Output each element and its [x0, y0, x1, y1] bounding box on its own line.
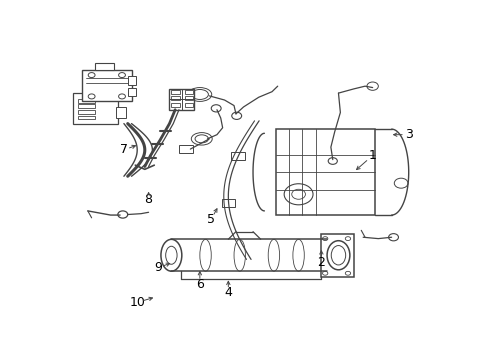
Circle shape [88, 94, 95, 99]
Text: 3: 3 [405, 128, 413, 141]
Ellipse shape [327, 241, 350, 270]
Bar [78, 110, 96, 114]
Circle shape [322, 237, 328, 240]
Text: 10: 10 [129, 296, 145, 309]
Text: 1: 1 [368, 149, 377, 162]
Bar [231, 152, 245, 159]
Bar [172, 103, 180, 107]
Bar [222, 199, 236, 207]
Text: 8: 8 [145, 193, 152, 206]
Circle shape [389, 234, 398, 241]
Bar [185, 96, 193, 100]
Bar [128, 87, 136, 96]
Bar [128, 76, 136, 85]
Bar [78, 104, 96, 108]
Bar [116, 107, 126, 118]
Ellipse shape [161, 239, 182, 271]
Text: 2: 2 [318, 256, 325, 269]
Circle shape [292, 189, 305, 199]
Bar [185, 90, 193, 94]
Bar [185, 103, 193, 107]
Circle shape [328, 158, 337, 164]
Bar [172, 90, 180, 94]
Circle shape [232, 112, 242, 120]
Bar [82, 69, 131, 102]
Bar [170, 89, 194, 110]
Bar [179, 145, 194, 153]
Text: 4: 4 [224, 286, 232, 299]
Circle shape [345, 271, 351, 275]
Text: 6: 6 [196, 278, 204, 291]
Circle shape [345, 237, 351, 240]
Text: 9: 9 [154, 261, 162, 274]
Circle shape [322, 271, 328, 275]
Text: 7: 7 [120, 143, 128, 157]
Circle shape [367, 82, 378, 90]
Circle shape [119, 94, 125, 99]
Circle shape [394, 178, 408, 188]
Bar [73, 93, 118, 123]
Circle shape [284, 184, 313, 205]
Circle shape [88, 73, 95, 77]
Ellipse shape [166, 246, 177, 264]
Bar [78, 116, 96, 120]
Text: 5: 5 [207, 213, 215, 226]
Bar [172, 96, 180, 100]
Bar [321, 234, 354, 278]
Circle shape [119, 73, 125, 77]
Circle shape [211, 105, 221, 112]
Bar [96, 63, 115, 69]
Circle shape [118, 211, 128, 218]
Bar [78, 99, 96, 103]
Bar [276, 129, 374, 215]
